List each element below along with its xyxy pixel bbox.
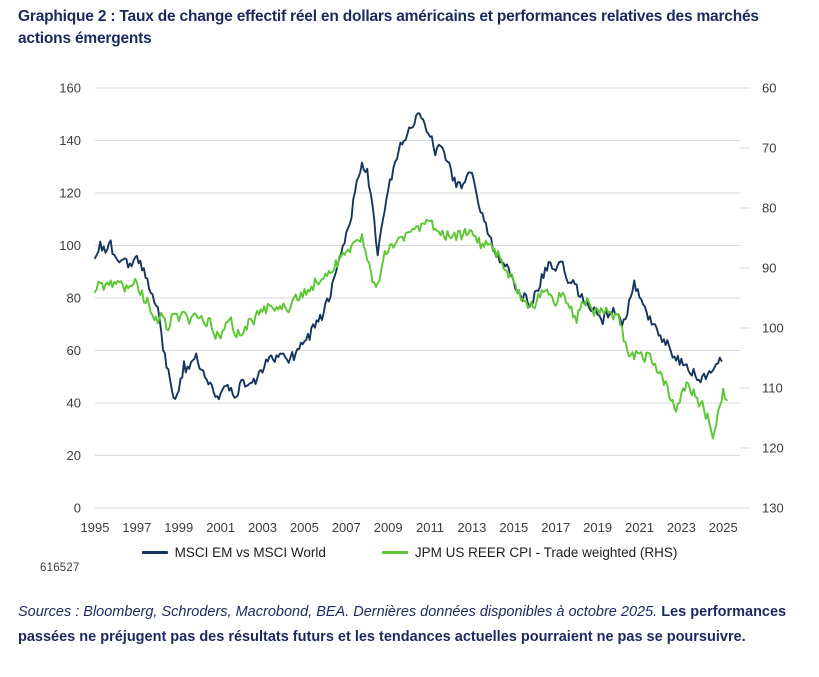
legend-label-jpm: JPM US REER CPI - Trade weighted (RHS): [414, 544, 678, 560]
x-axis-tick-label: 2017: [541, 520, 570, 535]
x-axis-tick-label: 1999: [164, 520, 193, 535]
legend-item-msci[interactable]: MSCI EM vs MSCI World: [141, 544, 326, 560]
y-axis-left-tick-label: 160: [59, 81, 81, 96]
x-axis-tick-label: 2019: [583, 520, 612, 535]
chart-plot-area: 0 20 40 60 80 100 120 140 160 60 70 80 90 100 110 120 13…: [0, 64, 819, 544]
legend-swatch-msci: [141, 550, 168, 554]
y-axis-left-tick-label: 140: [59, 133, 81, 148]
x-axis-tick-label: 2013: [457, 520, 486, 535]
footnote-source: Sources : Bloomberg, Schroders, Macrobon…: [18, 604, 658, 620]
y-axis-left-tick-label: 80: [67, 291, 81, 306]
y-axis-right-tick-label: 60: [762, 81, 776, 96]
y-axis-left-tick-label: 0: [74, 501, 81, 516]
legend-item-jpm[interactable]: JPM US REER CPI - Trade weighted (RHS): [381, 544, 678, 560]
y-axis-left-tick-label: 20: [67, 448, 81, 463]
y-axis-right-tick-label: 100: [762, 321, 784, 336]
x-axis-tick-label: 2015: [499, 520, 528, 535]
x-axis-tick-label: 1995: [81, 520, 110, 535]
x-axis-tick-label: 2025: [709, 520, 738, 535]
y-axis-right-tick-label: 70: [762, 141, 776, 156]
chart-svg: 0 20 40 60 80 100 120 140 160 60 70 80 90 100 110 120 13…: [59, 81, 784, 536]
x-axis-tick-label: 2007: [332, 520, 361, 535]
series-line-msci: [94, 112, 723, 401]
x-axis-tick-label: 2001: [206, 520, 235, 535]
x-axis-tick-label: 2011: [416, 520, 444, 535]
footnote: Sources : Bloomberg, Schroders, Macrobon…: [18, 600, 806, 650]
x-axis-tick-label: 2021: [625, 520, 654, 535]
footnote-warning: Les performances passées ne préjugent pa…: [18, 604, 787, 645]
y-axis-right-tick-label: 80: [762, 201, 776, 216]
page-title: Graphique 2 : Taux de change effectif ré…: [18, 8, 759, 47]
y-axis-left-tick-label: 40: [67, 396, 81, 411]
x-axis-tick-label: 2009: [374, 520, 403, 535]
y-axis-right-tick-label: 90: [762, 261, 776, 276]
x-axis-tick-label: 1997: [122, 520, 151, 535]
x-axis-tick-label: 2003: [248, 520, 277, 535]
y-axis-left-tick-label: 100: [59, 238, 81, 253]
x-axis-tick-label: 2005: [290, 520, 319, 535]
chart-reference-id: 616527: [40, 562, 80, 574]
legend-swatch-jpm: [381, 550, 408, 554]
series-line-jpm: [94, 218, 728, 440]
y-axis-right-tick-label: 120: [762, 441, 784, 456]
y-axis-right-tick-label: 130: [762, 501, 784, 516]
chart-legend: MSCI EM vs MSCI World JPM US REER CPI - …: [0, 540, 819, 564]
legend-label-msci: MSCI EM vs MSCI World: [174, 544, 326, 560]
y-axis-right-tick-label: 110: [762, 381, 783, 396]
x-axis-tick-label: 2023: [667, 520, 696, 535]
y-axis-left-tick-label: 60: [67, 343, 81, 358]
y-axis-left-tick-label: 120: [59, 186, 81, 201]
